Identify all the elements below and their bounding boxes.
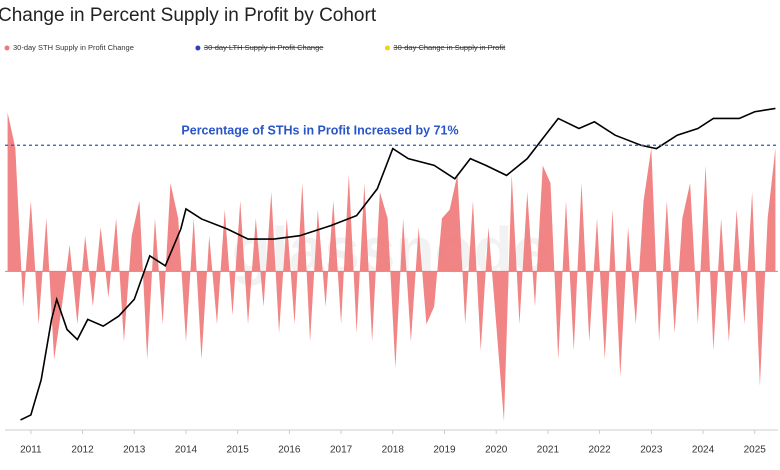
legend-label: 30-day LTH Supply in Profit Change	[204, 43, 324, 52]
x-tick-label: 2018	[382, 445, 405, 456]
legend-marker	[195, 45, 201, 51]
chart-title: Change in Percent Supply in Profit by Co…	[0, 5, 377, 26]
x-tick-label: 2022	[588, 445, 611, 456]
x-tick-label: 2013	[123, 445, 146, 456]
line-series	[20, 107, 776, 421]
x-tick-label: 2015	[227, 445, 250, 456]
annotation-text: Percentage of STHs in Profit Increased b…	[181, 124, 458, 138]
x-tick-label: 2019	[433, 445, 456, 456]
x-tick-label: 2025	[744, 445, 767, 456]
x-tick-label: 2024	[692, 445, 715, 456]
x-tick-label: 2020	[485, 445, 508, 456]
x-tick-label: 2021	[537, 445, 560, 456]
legend-marker	[4, 45, 10, 51]
x-tick-label: 2011	[20, 445, 42, 456]
x-tick-label: 2012	[71, 445, 94, 456]
x-tick-label: 2017	[330, 445, 353, 456]
legend-marker	[384, 45, 390, 51]
legend-label: 30-day STH Supply in Profit Change	[13, 43, 134, 52]
x-tick-label: 2016	[278, 445, 301, 456]
x-tick-label: 2023	[640, 445, 663, 456]
x-tick-label: 2014	[175, 445, 198, 456]
legend-label: 30-day Change in Supply in Profit	[393, 43, 506, 52]
